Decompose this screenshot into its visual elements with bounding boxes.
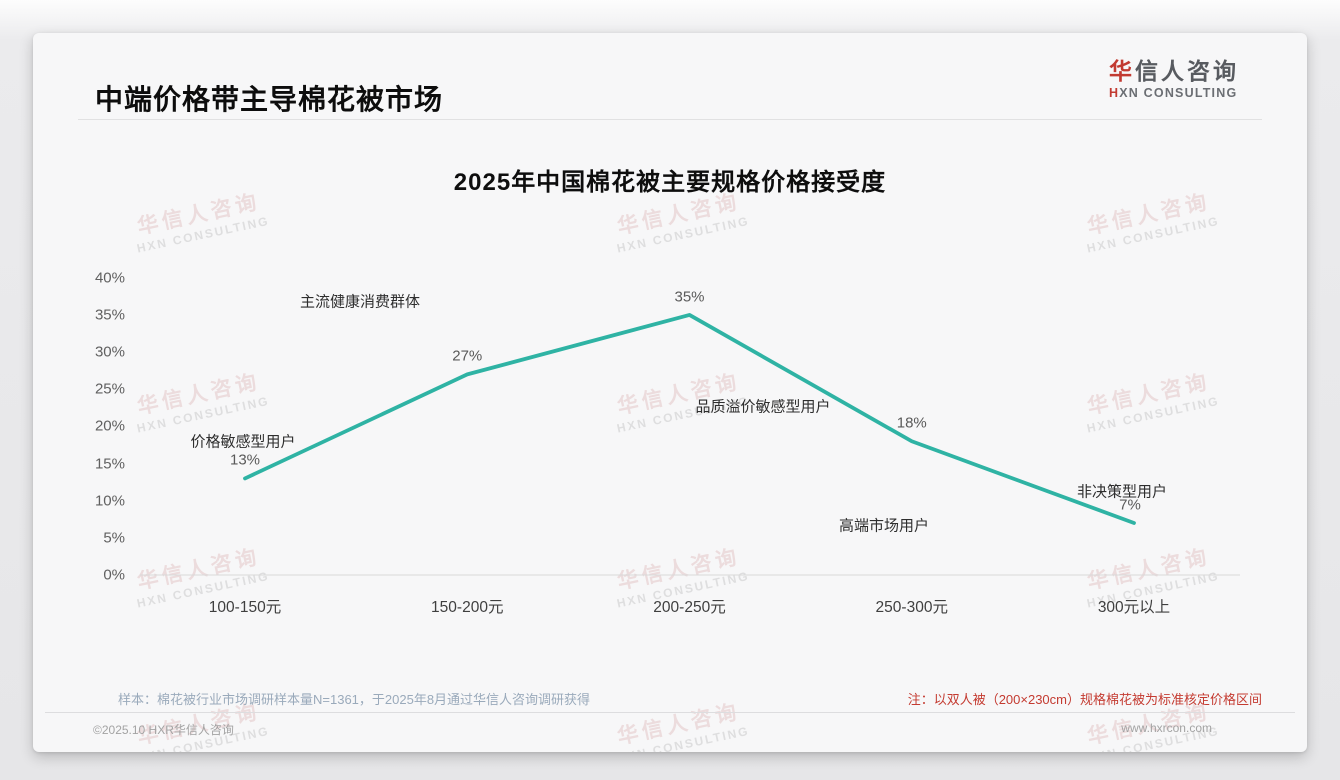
x-axis-label: 150-200元 [431, 599, 504, 616]
copyright-text: ©2025.10 HXR华信人咨询 [93, 723, 234, 737]
x-axis-label: 100-150元 [208, 599, 282, 616]
slide-card: 华信人咨询 HXN CONSULTING 华信人咨询 HXN CONSULTING 华信… [33, 33, 1307, 752]
data-point-label: 7% [1119, 496, 1141, 514]
y-axis-tick: 10% [94, 492, 125, 510]
x-axis-label: 300元以上 [1097, 599, 1171, 616]
y-axis-tick: 0% [103, 566, 125, 584]
x-axis-label: 200-250元 [653, 599, 726, 616]
data-point-label: 27% [452, 347, 483, 365]
y-axis-tick: 5% [103, 529, 125, 547]
logo-chinese-text: 华信人咨询 [1109, 58, 1239, 84]
y-axis-tick: 15% [94, 455, 125, 473]
chart-title: 2025年中国棉花被主要规格价格接受度 [453, 169, 887, 196]
data-point-label: 18% [896, 414, 927, 432]
sample-note: 样本：棉花被行业市场调研样本量N=1361，于2025年8月通过华信人咨询调研获… [118, 692, 591, 707]
footer-divider [45, 712, 1295, 713]
logo-english-text: HXN CONSULTING [1109, 86, 1238, 100]
segment-annotation: 非决策型用户 [1076, 483, 1168, 501]
acceptance-line-series [243, 313, 1136, 525]
segment-annotation: 品质溢价敏感型用户 [695, 398, 831, 416]
line-chart [140, 313, 1240, 576]
header-divider [78, 119, 1262, 120]
spec-note: 注：以双人被（200×230cm）规格棉花被为标准核定价格区间 [907, 692, 1262, 707]
y-axis-tick: 30% [94, 343, 125, 361]
x-axis-label: 250-300元 [875, 599, 948, 616]
segment-annotation: 主流健康消费群体 [299, 293, 421, 311]
page-title: 中端价格带主导棉花被市场 [95, 84, 444, 115]
data-point-label: 13% [229, 451, 261, 469]
website-text: www.hxrcon.com [1121, 721, 1212, 735]
segment-annotation: 价格敏感型用户 [190, 433, 296, 451]
y-axis-tick: 20% [94, 417, 125, 435]
y-axis-tick: 35% [94, 306, 125, 324]
y-axis-tick: 25% [94, 380, 125, 398]
data-point-label: 35% [674, 288, 705, 306]
y-axis-tick: 40% [94, 269, 125, 287]
company-logo: 华信人咨询 HXN CONSULTING [1109, 57, 1239, 101]
segment-annotation: 高端市场用户 [838, 517, 930, 535]
